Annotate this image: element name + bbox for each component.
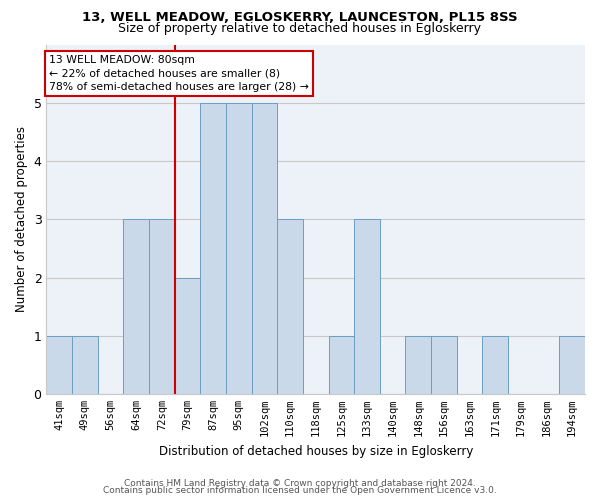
Bar [124, 220, 149, 394]
Text: Contains HM Land Registry data © Crown copyright and database right 2024.: Contains HM Land Registry data © Crown c… [124, 478, 476, 488]
Bar [226, 103, 251, 394]
Text: Contains public sector information licensed under the Open Government Licence v3: Contains public sector information licen… [103, 486, 497, 495]
Bar [46, 336, 72, 394]
Text: 13 WELL MEADOW: 80sqm
← 22% of detached houses are smaller (8)
78% of semi-detac: 13 WELL MEADOW: 80sqm ← 22% of detached … [49, 56, 309, 92]
Bar [482, 336, 508, 394]
Bar [200, 103, 226, 394]
Bar [559, 336, 585, 394]
Bar [251, 103, 277, 394]
Bar [406, 336, 431, 394]
Bar [175, 278, 200, 394]
Bar [72, 336, 98, 394]
Bar [329, 336, 354, 394]
X-axis label: Distribution of detached houses by size in Egloskerry: Distribution of detached houses by size … [158, 444, 473, 458]
Bar [149, 220, 175, 394]
Bar [354, 220, 380, 394]
Bar [431, 336, 457, 394]
Text: 13, WELL MEADOW, EGLOSKERRY, LAUNCESTON, PL15 8SS: 13, WELL MEADOW, EGLOSKERRY, LAUNCESTON,… [82, 11, 518, 24]
Bar [277, 220, 303, 394]
Y-axis label: Number of detached properties: Number of detached properties [15, 126, 28, 312]
Text: Size of property relative to detached houses in Egloskerry: Size of property relative to detached ho… [119, 22, 482, 35]
